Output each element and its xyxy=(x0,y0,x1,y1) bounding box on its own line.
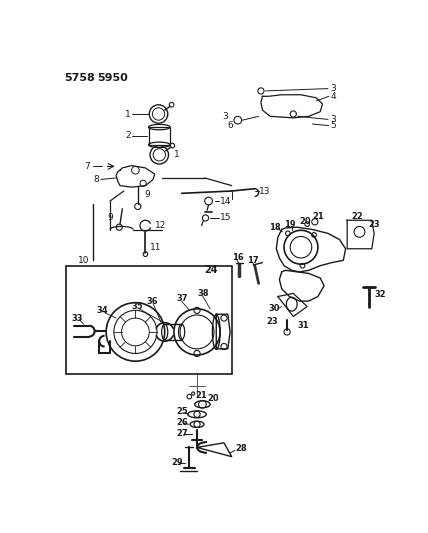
Text: 6: 6 xyxy=(228,121,234,130)
Text: 33: 33 xyxy=(71,313,83,322)
Text: 23: 23 xyxy=(266,318,278,326)
Text: 9: 9 xyxy=(144,190,150,199)
Bar xyxy=(66,265,232,374)
Text: 7: 7 xyxy=(84,162,89,171)
Text: 15: 15 xyxy=(220,213,232,222)
Text: 35: 35 xyxy=(131,302,143,311)
Text: 28: 28 xyxy=(235,445,247,454)
Text: 34: 34 xyxy=(97,306,109,315)
Text: 8: 8 xyxy=(93,175,99,184)
Text: 14: 14 xyxy=(220,197,232,206)
Text: 5: 5 xyxy=(330,121,336,130)
Text: 38: 38 xyxy=(197,289,208,298)
Text: 3: 3 xyxy=(330,115,336,124)
Text: 11: 11 xyxy=(150,243,161,252)
Text: 21: 21 xyxy=(312,212,324,221)
Text: 27: 27 xyxy=(176,429,188,438)
Text: 2: 2 xyxy=(125,131,131,140)
Text: 29: 29 xyxy=(172,458,183,467)
Text: 16: 16 xyxy=(232,254,244,262)
Text: 32: 32 xyxy=(374,290,386,300)
Text: 37: 37 xyxy=(176,294,188,303)
Text: 22: 22 xyxy=(351,212,363,221)
Text: 13: 13 xyxy=(259,187,270,196)
Text: 20: 20 xyxy=(207,394,219,403)
Text: 3: 3 xyxy=(223,112,228,121)
Text: 4: 4 xyxy=(330,92,336,101)
Text: 5758: 5758 xyxy=(64,73,95,83)
Text: 1: 1 xyxy=(125,109,131,118)
Text: 9: 9 xyxy=(107,213,113,222)
Text: 23: 23 xyxy=(369,220,380,229)
Text: 12: 12 xyxy=(155,221,166,230)
Text: 10: 10 xyxy=(77,256,89,265)
Text: 24: 24 xyxy=(205,265,218,276)
Text: 5950: 5950 xyxy=(97,73,128,83)
Text: 36: 36 xyxy=(147,297,159,305)
Text: 26: 26 xyxy=(176,418,188,427)
Text: 19: 19 xyxy=(284,220,296,229)
Text: 20: 20 xyxy=(300,217,311,227)
Text: 3: 3 xyxy=(330,84,336,93)
Text: 18: 18 xyxy=(269,223,280,232)
Text: 21: 21 xyxy=(196,391,207,400)
Text: 17: 17 xyxy=(247,256,259,265)
Text: 1: 1 xyxy=(174,150,180,159)
Text: 31: 31 xyxy=(297,321,309,330)
Text: 30: 30 xyxy=(269,304,280,313)
Text: 25: 25 xyxy=(176,408,188,416)
